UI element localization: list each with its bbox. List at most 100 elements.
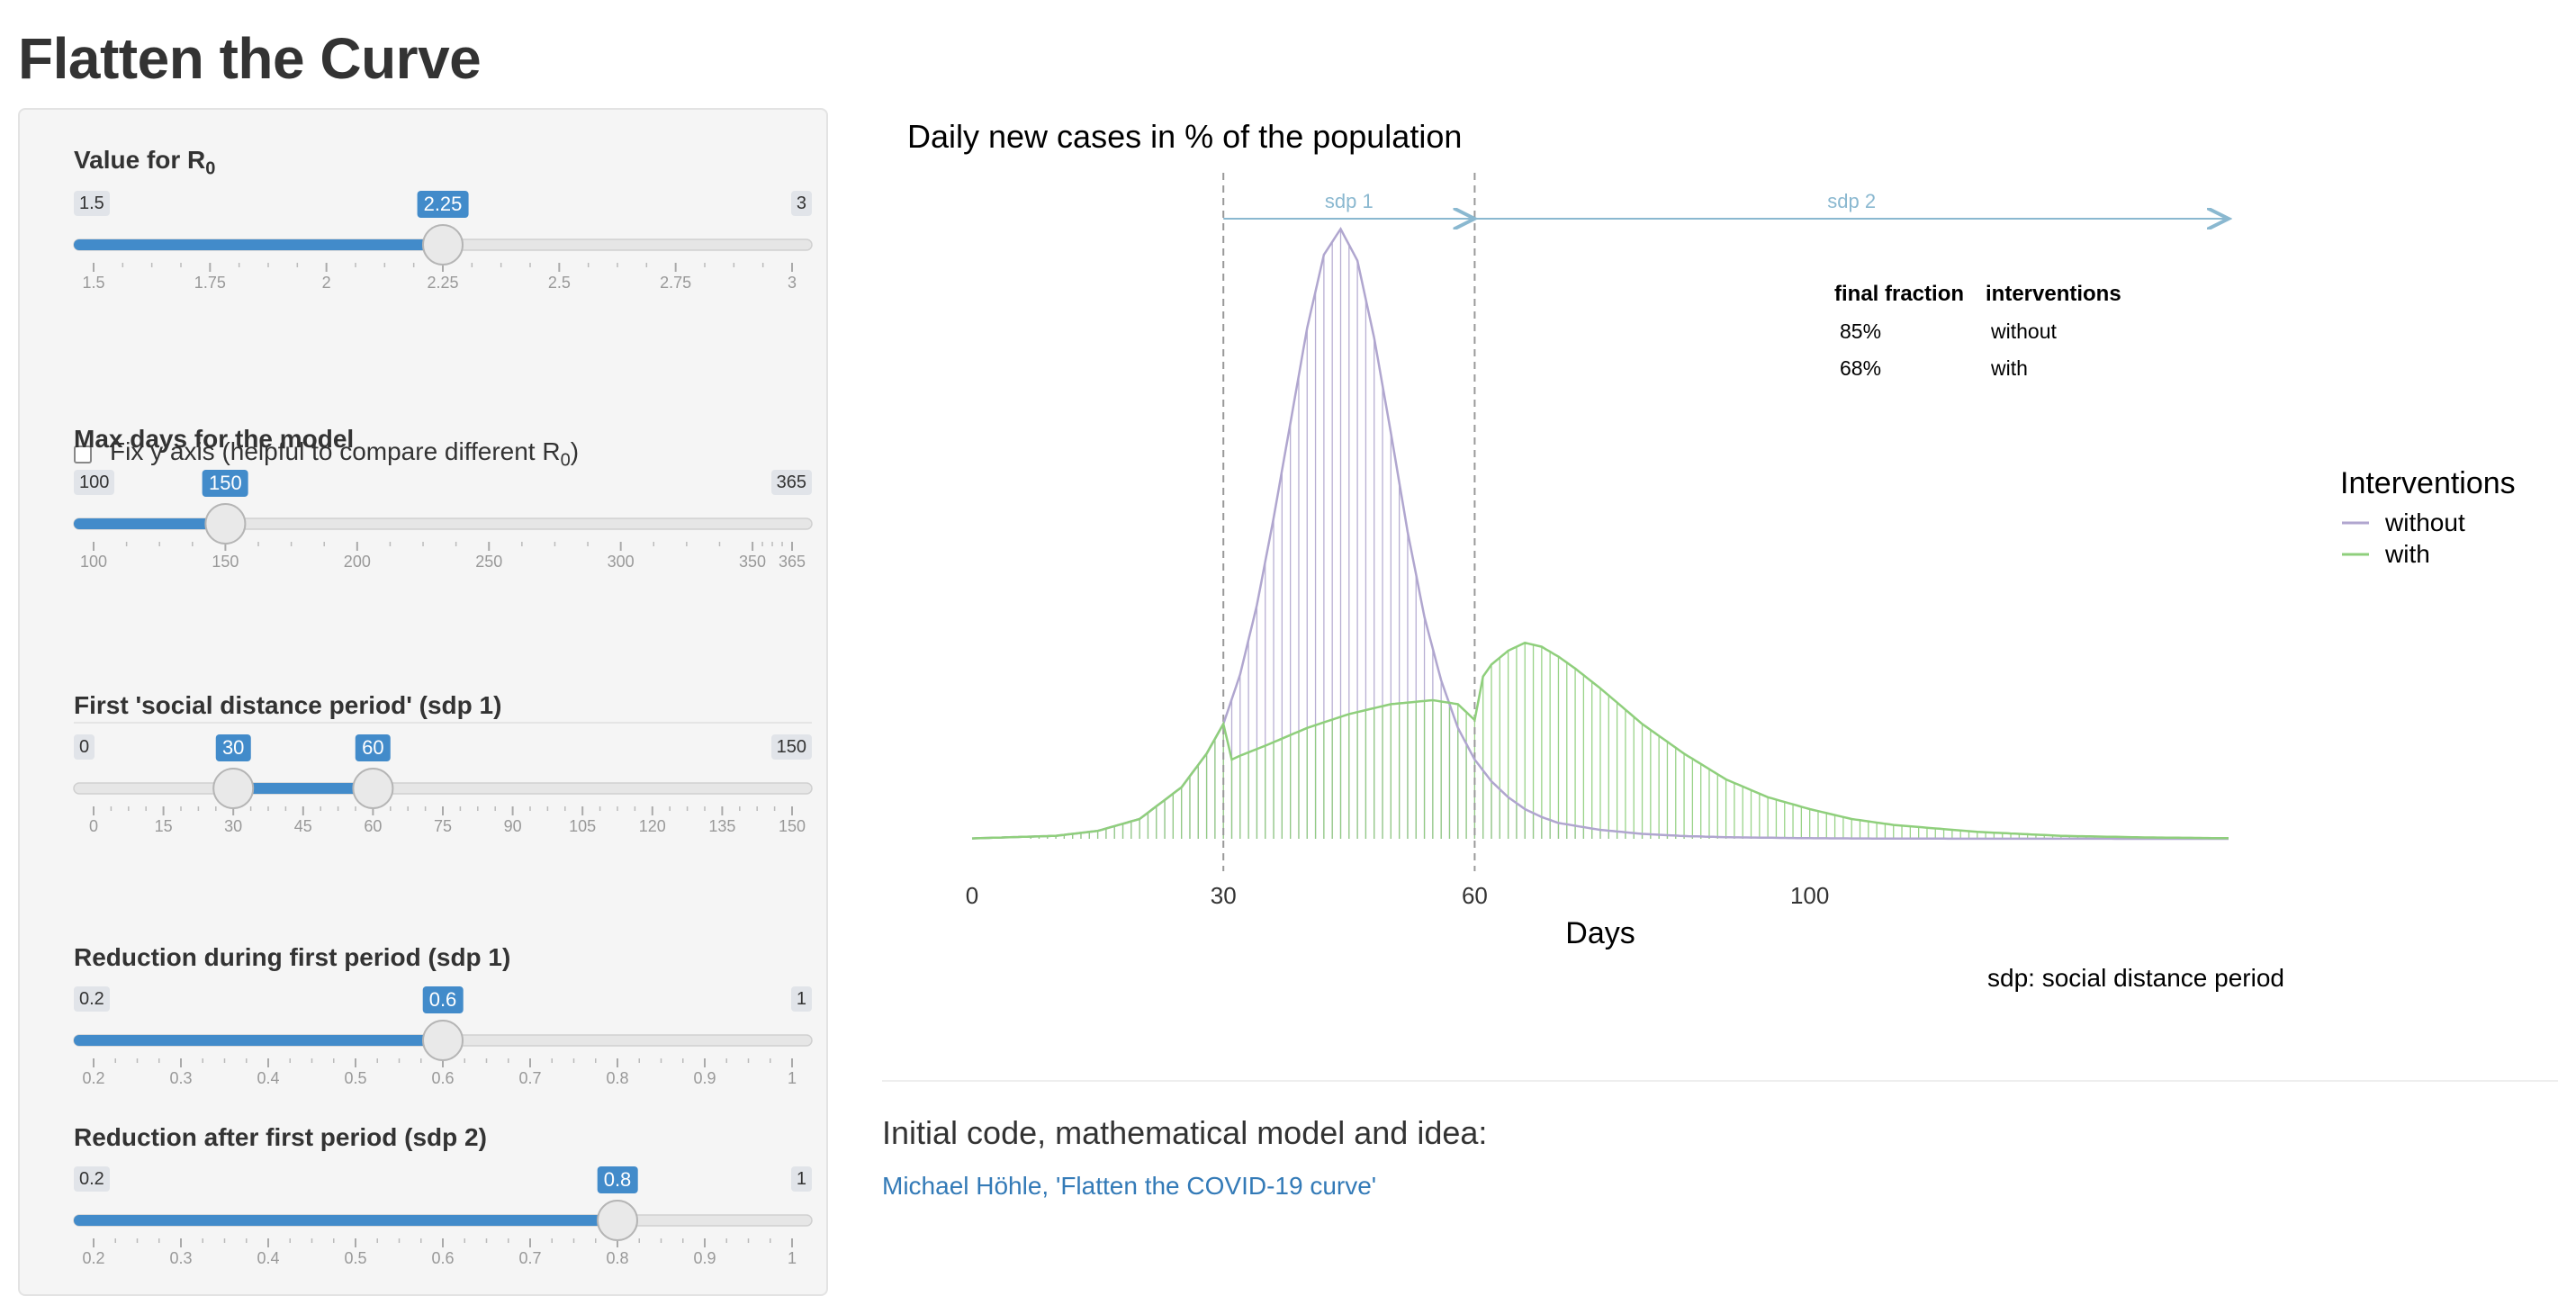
max-days-slider[interactable]: 100 365 150 100 150 200 250 300 350 365 <box>73 470 813 587</box>
sdp1-label: First 'social distance period' (sdp 1) <box>74 691 502 719</box>
slider-tick-label: 60 <box>364 817 383 835</box>
slider-tick-label: 0.8 <box>606 1249 629 1267</box>
slider-tick-label: 75 <box>433 817 453 835</box>
slider-tick-label: 105 <box>569 817 597 835</box>
reduction-sdp1-slider[interactable]: 0.2 1 0.6 0.2 0.3 0.4 0.5 0.6 0.7 0.8 0.9 1 <box>73 986 813 1103</box>
reduction-sdp2-label: Reduction after first period (sdp 2) <box>74 1123 487 1151</box>
slider-tick-label: 0.5 <box>344 1249 367 1267</box>
slider-max-label: 3 <box>790 191 812 216</box>
slider-tick-label: 1.75 <box>194 274 226 292</box>
r0-slider[interactable]: 1.5 3 2.25 1.5 1.75 2 2.25 2.5 2.75 3 <box>73 191 813 308</box>
slider-max-label: 1 <box>790 986 812 1012</box>
slider-tick-label: 90 <box>503 817 522 835</box>
slider-min-label: 0.2 <box>74 1166 110 1192</box>
slider-track-svg[interactable] <box>73 1166 813 1283</box>
x-tick-label: 100 <box>1790 882 1829 909</box>
slider-track-svg[interactable] <box>73 986 813 1103</box>
slider-min-label: 0 <box>74 734 95 760</box>
slider-tick-label: 0.9 <box>693 1069 716 1087</box>
sidebar-divider <box>74 722 812 724</box>
slider-tick-label: 0.2 <box>82 1069 105 1087</box>
slider-tick-label: 0.2 <box>82 1249 105 1267</box>
slider-tick-label: 0.3 <box>169 1249 193 1267</box>
slider-tick-label: 100 <box>79 553 108 571</box>
period-label: sdp 1 <box>1325 190 1374 212</box>
fix-y-axis-checkbox[interactable]: Fix y axis (helpful to compare different… <box>74 437 579 472</box>
slider-tick-label: 0.8 <box>606 1069 629 1087</box>
table-cell: 68% <box>1840 356 1881 380</box>
table-header: interventions <box>1986 282 2121 306</box>
sidebar-panel: Value for R0 1.5 3 2.25 1.5 1.75 2 2.25 2.5 2.75… <box>18 108 828 1296</box>
fix-y-axis-label: Fix y axis (helpful to compare different… <box>110 437 580 471</box>
slider-track-svg[interactable] <box>73 470 813 587</box>
slider-handle[interactable] <box>597 1200 638 1241</box>
slider-tick-label: 0.7 <box>518 1249 542 1267</box>
slider-track-svg[interactable] <box>73 734 813 851</box>
table-cell: 85% <box>1840 320 1881 343</box>
slider-tick-label: 200 <box>343 553 371 571</box>
sdp1-range-slider[interactable]: 0 150 30 60 0 15 30 45 60 75 90 105 120 135 150 <box>73 734 813 851</box>
slider-tick-label: 1.5 <box>82 274 105 292</box>
legend-entry-label: without <box>2384 508 2465 536</box>
slider-tick-label: 0.4 <box>257 1069 280 1087</box>
slider-tick-label: 150 <box>778 817 806 835</box>
chart-note: sdp: social distance period <box>1987 964 2284 992</box>
slider-tick-label: 120 <box>638 817 666 835</box>
slider-fill <box>74 518 226 529</box>
slider-tick-label: 0.3 <box>169 1069 193 1087</box>
slider-max-label: 150 <box>770 734 812 760</box>
slider-handle[interactable] <box>212 768 255 809</box>
slider-max-label: 365 <box>770 470 812 495</box>
x-tick-label: 0 <box>966 882 978 909</box>
slider-handle[interactable] <box>422 224 464 266</box>
slider-min-label: 100 <box>74 470 115 495</box>
slider-fill <box>74 1035 443 1046</box>
reduction-sdp1-label: Reduction during first period (sdp 1) <box>74 943 511 971</box>
slider-tick-label: 135 <box>708 817 736 835</box>
slider-tick-label: 300 <box>607 553 635 571</box>
slider-tick-label: 150 <box>212 553 239 571</box>
slider-tick-label: 0.6 <box>431 1069 455 1087</box>
slider-tick-label: 365 <box>778 553 806 571</box>
reduction-sdp2-slider[interactable]: 0.2 1 0.8 0.2 0.3 0.4 0.5 0.6 0.7 0.8 0.9 1 <box>73 1166 813 1283</box>
checkbox-box[interactable] <box>74 445 92 464</box>
slider-handle[interactable] <box>422 1020 464 1061</box>
slider-value-badge: 150 <box>203 470 248 497</box>
cases-chart: Daily new cases in % of the population sd… <box>907 118 2516 992</box>
slider-tick-label: 1 <box>787 1249 797 1267</box>
slider-tick-label: 1 <box>787 1069 797 1087</box>
slider-tick-label: 2.5 <box>547 274 571 292</box>
chart-title: Daily new cases in % of the population <box>907 118 1462 155</box>
slider-track-svg[interactable] <box>73 191 813 308</box>
legend-entry-label: with <box>2384 540 2430 568</box>
period-label: sdp 2 <box>1827 190 1876 212</box>
table-header: final fraction <box>1834 282 1964 306</box>
slider-max-label: 1 <box>790 1166 812 1192</box>
slider-tick-label: 3 <box>787 274 797 292</box>
slider-tick-label: 250 <box>475 553 503 571</box>
slider-handle[interactable] <box>352 768 394 809</box>
credits-heading: Initial code, mathematical model and ide… <box>882 1114 1488 1151</box>
credits-link[interactable]: Michael Höhle, 'Flatten the COVID-19 cur… <box>882 1172 1377 1200</box>
table-cell: without <box>1990 320 2057 343</box>
slider-tick-label: 2.25 <box>427 274 459 292</box>
slider-tick-label: 350 <box>739 553 767 571</box>
x-axis-label: Days <box>1565 916 1635 950</box>
slider-tick-label: 30 <box>224 817 243 835</box>
page-title: Flatten the Curve <box>18 26 482 91</box>
slider-tick-label: 2.75 <box>660 274 692 292</box>
table-cell: with <box>1990 356 2028 380</box>
slider-tick-label: 0.9 <box>693 1249 716 1267</box>
x-tick-label: 30 <box>1211 882 1237 909</box>
slider-tick-label: 0 <box>88 817 99 835</box>
slider-tick-label: 0.5 <box>344 1069 367 1087</box>
max-days-label: Max days for the model <box>74 425 355 453</box>
series-line-with <box>971 641 2229 840</box>
slider-min-label: 0.2 <box>74 986 110 1012</box>
slider-handle[interactable] <box>204 503 247 544</box>
legend-title: Interventions <box>2340 466 2516 500</box>
slider-tick-label: 0.6 <box>431 1249 455 1267</box>
slider-tick-label: 45 <box>293 817 312 835</box>
slider-tick-label: 15 <box>154 817 173 835</box>
slider-track[interactable] <box>73 782 813 795</box>
